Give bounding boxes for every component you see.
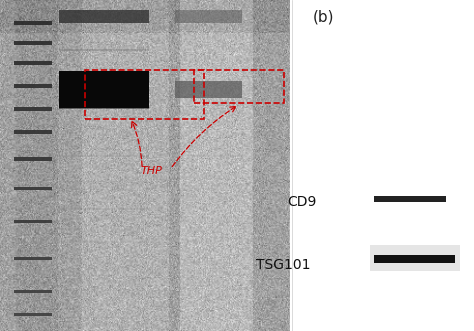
Bar	[14, 157, 52, 161]
Bar	[14, 61, 52, 65]
Bar	[175, 10, 242, 23]
Bar	[59, 71, 149, 108]
Bar	[14, 107, 52, 111]
Bar	[59, 274, 149, 276]
Bar	[59, 10, 149, 23]
Bar	[14, 84, 52, 88]
Bar	[175, 155, 242, 157]
Bar	[370, 245, 460, 271]
Bar	[374, 196, 446, 202]
Bar	[14, 257, 52, 260]
Text: CD9: CD9	[287, 195, 317, 209]
Bar	[14, 41, 52, 45]
Bar	[59, 208, 149, 210]
Bar	[194, 70, 284, 103]
Bar	[14, 313, 52, 316]
Bar	[14, 130, 52, 134]
Bar	[59, 241, 149, 243]
Bar	[59, 155, 149, 157]
Bar	[59, 49, 149, 51]
Bar	[0, 0, 289, 331]
Text: TSG101: TSG101	[256, 258, 310, 272]
Bar	[374, 255, 455, 263]
Bar	[59, 181, 149, 184]
Bar	[14, 187, 52, 190]
Bar	[294, 0, 474, 331]
Bar	[14, 290, 52, 293]
Bar	[59, 108, 149, 109]
Bar	[175, 254, 242, 256]
Bar	[175, 188, 242, 190]
Text: THP: THP	[141, 166, 163, 175]
Bar	[175, 221, 242, 223]
Bar	[175, 81, 242, 98]
Bar	[14, 21, 52, 25]
Bar	[85, 70, 204, 119]
Bar	[14, 220, 52, 223]
Text: (b): (b)	[313, 10, 334, 25]
